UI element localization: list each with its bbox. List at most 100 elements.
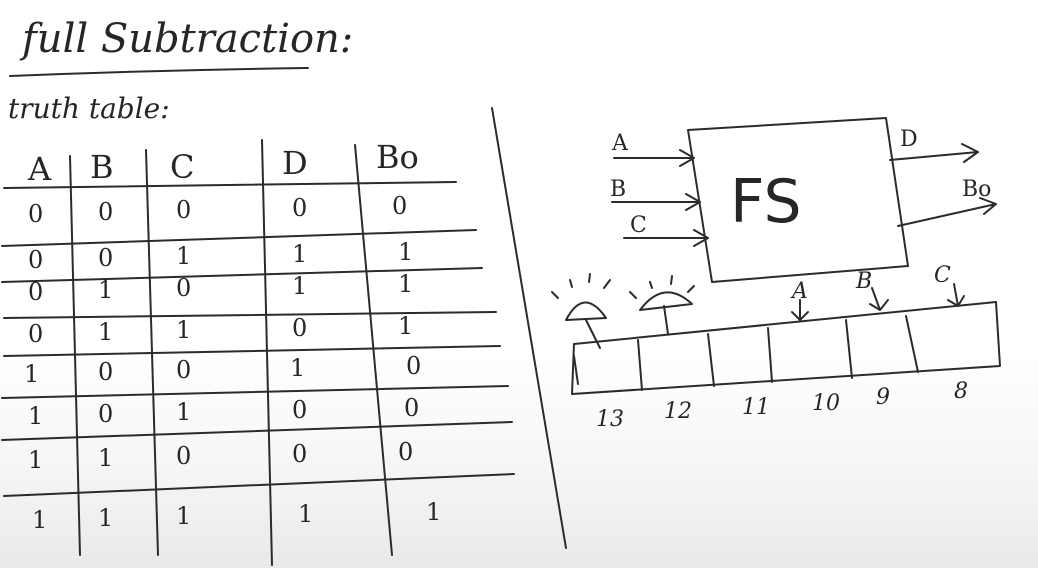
table-cell: 0 bbox=[28, 278, 43, 306]
table-cell: 0 bbox=[28, 320, 43, 348]
truth-table-label-text: truth table bbox=[8, 92, 160, 125]
truth-table-label-colon: : bbox=[160, 92, 169, 125]
header-c: C bbox=[170, 148, 194, 186]
led-lead bbox=[585, 319, 601, 349]
table-cell: 1 bbox=[176, 242, 191, 270]
table-cell: 0 bbox=[98, 400, 113, 428]
input-label-b: B bbox=[610, 177, 626, 202]
pin-divider bbox=[707, 333, 715, 387]
page-title: full Subtraction: bbox=[19, 16, 353, 62]
table-cell: 0 bbox=[176, 442, 191, 470]
led-glow-ray bbox=[649, 281, 653, 289]
header-b: B bbox=[90, 148, 114, 186]
pin-divider bbox=[767, 327, 773, 383]
pin-input-label-a: A bbox=[790, 279, 808, 304]
pin-number-row: 13 12 11 10 9 8 bbox=[596, 379, 968, 432]
led-dome bbox=[565, 301, 607, 321]
table-cell: 0 bbox=[292, 396, 307, 424]
table-cell: 0 bbox=[398, 438, 413, 466]
input-arrow-a bbox=[613, 149, 695, 167]
led-glow-ray bbox=[687, 285, 695, 293]
table-cell: 0 bbox=[176, 196, 191, 224]
table-cell: 1 bbox=[32, 506, 47, 534]
table-cell: 1 bbox=[24, 360, 39, 388]
table-cell: 0 bbox=[404, 394, 419, 422]
table-cell: 1 bbox=[28, 402, 43, 430]
input-arrow-b bbox=[611, 193, 701, 211]
pin-divider bbox=[637, 339, 643, 391]
pin-input-b: B bbox=[855, 269, 889, 311]
output-arrow-bo bbox=[897, 197, 997, 227]
table-column-divider bbox=[261, 139, 273, 566]
table-cell: 1 bbox=[28, 446, 43, 474]
input-arrow-c bbox=[623, 229, 709, 247]
led-glow-ray bbox=[670, 275, 673, 285]
pin-header-outline bbox=[571, 301, 1001, 395]
pin-number-label: 12 bbox=[664, 399, 692, 424]
table-cell: 0 bbox=[392, 192, 407, 220]
pin-divider bbox=[573, 355, 579, 385]
pin-input-arrow-b bbox=[869, 287, 889, 311]
table-cell: 0 bbox=[292, 314, 307, 342]
fs-block: FS A B C D Bo bbox=[610, 117, 997, 283]
table-row-divider bbox=[1, 267, 483, 283]
pin-number-label: 10 bbox=[812, 391, 840, 416]
pin-number-label: 8 bbox=[954, 379, 968, 404]
pin-divider bbox=[905, 315, 919, 373]
led-indicator bbox=[629, 275, 695, 335]
led-glow-ray bbox=[569, 279, 573, 288]
table-cell: 0 bbox=[176, 274, 191, 302]
pin-input-label-c: C bbox=[934, 263, 951, 288]
table-cell: 1 bbox=[98, 504, 113, 532]
page-title-colon: : bbox=[340, 16, 353, 62]
truth-table-header: A B C D Bo bbox=[27, 138, 419, 188]
table-cell: 1 bbox=[426, 498, 441, 526]
output-arrow-d bbox=[889, 143, 979, 163]
table-row-divider bbox=[1, 385, 509, 399]
truth-table-grid bbox=[1, 139, 515, 566]
header-a: A bbox=[27, 150, 52, 188]
fs-block-box bbox=[687, 117, 909, 283]
table-cell: 1 bbox=[290, 354, 305, 382]
led-glow-ray bbox=[603, 279, 611, 289]
led-dome bbox=[639, 291, 693, 311]
truth-table-label: truth table: bbox=[8, 92, 170, 125]
table-cell: 0 bbox=[292, 194, 307, 222]
led-glow-ray bbox=[551, 291, 559, 299]
table-cell: 0 bbox=[292, 440, 307, 468]
pin-input-arrow-a bbox=[791, 299, 809, 321]
pin-input-label-b: B bbox=[855, 269, 872, 294]
header-bo: Bo bbox=[376, 138, 419, 176]
table-cell: 1 bbox=[98, 444, 113, 472]
table-cell: 1 bbox=[176, 398, 191, 426]
input-label-c: C bbox=[630, 213, 647, 238]
output-label-d: D bbox=[900, 127, 918, 152]
pin-input-c: C bbox=[934, 263, 965, 307]
table-cell: 1 bbox=[176, 316, 191, 344]
led-glow-ray bbox=[629, 291, 637, 299]
table-cell: 0 bbox=[28, 200, 43, 228]
table-cell: 1 bbox=[292, 240, 307, 268]
section-divider bbox=[491, 107, 567, 549]
table-row-divider bbox=[3, 311, 497, 319]
table-cell: 1 bbox=[98, 276, 113, 304]
led-indicator bbox=[551, 273, 611, 349]
table-cell: 1 bbox=[298, 500, 313, 528]
pin-divider bbox=[845, 319, 853, 379]
table-row-divider bbox=[3, 181, 457, 189]
table-cell: 1 bbox=[292, 272, 307, 300]
table-column-divider bbox=[354, 144, 393, 556]
table-cell: 1 bbox=[398, 312, 413, 340]
table-cell: 1 bbox=[398, 270, 413, 298]
header-d: D bbox=[282, 144, 308, 182]
title-underline bbox=[9, 67, 309, 77]
table-cell: 1 bbox=[398, 238, 413, 266]
table-cell: 0 bbox=[98, 198, 113, 226]
pin-number-label: 13 bbox=[596, 407, 624, 432]
led-lead bbox=[663, 305, 669, 335]
table-cell: 1 bbox=[176, 502, 191, 530]
pin-header bbox=[571, 301, 1001, 395]
table-cell: 0 bbox=[98, 358, 113, 386]
